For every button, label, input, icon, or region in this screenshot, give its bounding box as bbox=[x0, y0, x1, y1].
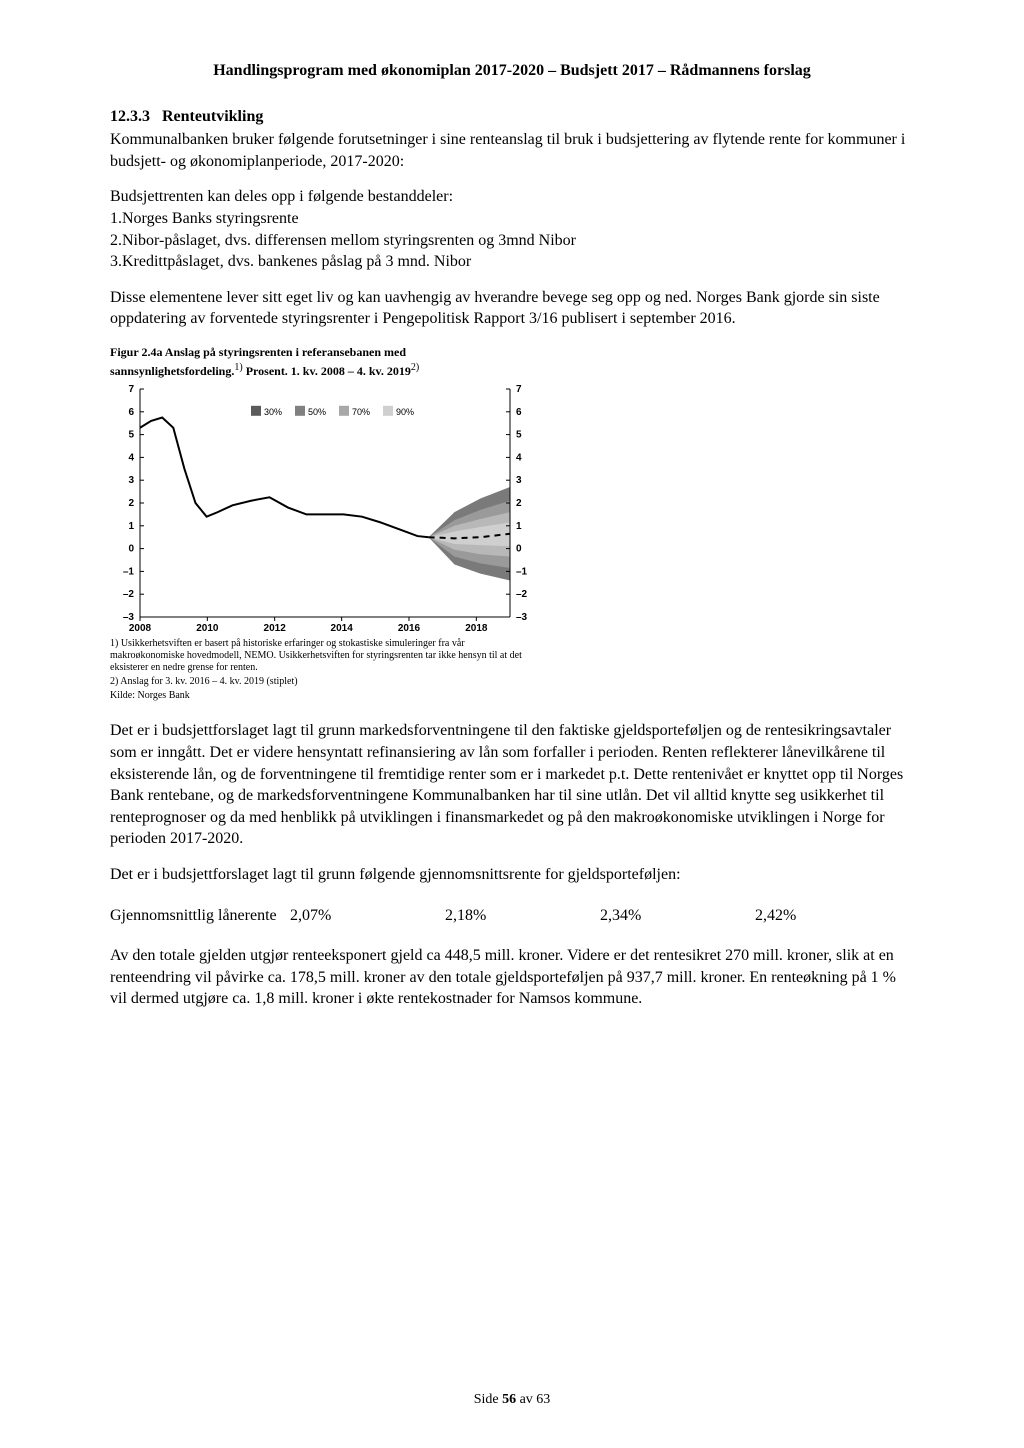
svg-text:–1: –1 bbox=[516, 567, 528, 578]
section-number: 12.3.3 bbox=[110, 108, 150, 125]
svg-text:0: 0 bbox=[516, 544, 522, 555]
svg-text:2018: 2018 bbox=[465, 623, 488, 634]
component-list: Budsjettrenten kan deles opp i følgende … bbox=[110, 186, 914, 272]
svg-text:4: 4 bbox=[128, 453, 134, 464]
section-heading: 12.3.3 Renteutvikling bbox=[110, 106, 914, 128]
table-row: Gjennomsnittlig lånerente 2,07% 2,18% 2,… bbox=[110, 905, 914, 927]
fan-chart-figure: Figur 2.4a Anslag på styringsrenten i re… bbox=[110, 344, 914, 702]
svg-text:2: 2 bbox=[516, 498, 522, 509]
page-footer: Side 56 av 63 bbox=[0, 1391, 1024, 1410]
svg-text:–1: –1 bbox=[123, 567, 135, 578]
chart-footnote-2: 2) Anslag for 3. kv. 2016 – 4. kv. 2019 … bbox=[110, 676, 540, 688]
svg-text:70%: 70% bbox=[352, 407, 370, 417]
svg-text:6: 6 bbox=[128, 407, 134, 418]
paragraph-intro: Kommunalbanken bruker følgende forutsetn… bbox=[110, 129, 914, 172]
svg-text:6: 6 bbox=[516, 407, 522, 418]
chart-sup1: 1) bbox=[234, 362, 242, 373]
section-title: Renteutvikling bbox=[162, 108, 263, 125]
svg-text:0: 0 bbox=[128, 544, 134, 555]
list-item: 3.Kredittpåslaget, dvs. bankenes påslag … bbox=[110, 251, 914, 273]
rate-value: 2,42% bbox=[755, 905, 910, 927]
svg-text:30%: 30% bbox=[264, 407, 282, 417]
svg-text:1: 1 bbox=[516, 521, 522, 532]
chart-title-line2-bold: sannsynlighetsfordeling. bbox=[110, 364, 234, 378]
chart-footnote-3: Kilde: Norges Bank bbox=[110, 690, 540, 702]
list-intro: Budsjettrenten kan deles opp i følgende … bbox=[110, 186, 914, 208]
rate-value: 2,07% bbox=[290, 905, 445, 927]
svg-text:5: 5 bbox=[128, 430, 134, 441]
svg-text:5: 5 bbox=[516, 430, 522, 441]
page-header: Handlingsprogram med økonomiplan 2017-20… bbox=[110, 60, 914, 82]
chart-sup2: 2) bbox=[411, 362, 419, 373]
svg-text:1: 1 bbox=[128, 521, 134, 532]
svg-text:2016: 2016 bbox=[398, 623, 421, 634]
chart-title-line1: Figur 2.4a Anslag på styringsrenten i re… bbox=[110, 344, 914, 360]
svg-text:7: 7 bbox=[516, 384, 522, 395]
svg-text:–2: –2 bbox=[516, 590, 528, 601]
svg-text:50%: 50% bbox=[308, 407, 326, 417]
svg-text:2014: 2014 bbox=[331, 623, 354, 634]
list-item: 1.Norges Banks styringsrente bbox=[110, 208, 914, 230]
chart-footnote-1: 1) Usikkerhetsviften er basert på histor… bbox=[110, 638, 540, 674]
svg-text:2: 2 bbox=[128, 498, 134, 509]
paragraph-table-intro: Det er i budsjettforslaget lagt til grun… bbox=[110, 864, 914, 886]
svg-text:90%: 90% bbox=[396, 407, 414, 417]
svg-text:–3: –3 bbox=[516, 612, 528, 623]
svg-text:3: 3 bbox=[516, 476, 522, 487]
rate-value: 2,18% bbox=[445, 905, 600, 927]
list-item: 2.Nibor-påslaget, dvs. differensen mello… bbox=[110, 230, 914, 252]
chart-title-suffix: Prosent. 1. kv. 2008 – 4. kv. 2019 bbox=[243, 364, 411, 378]
svg-text:–2: –2 bbox=[123, 590, 135, 601]
footer-page: 56 bbox=[502, 1392, 516, 1407]
svg-text:4: 4 bbox=[516, 453, 522, 464]
svg-text:–3: –3 bbox=[123, 612, 135, 623]
rate-value: 2,34% bbox=[600, 905, 755, 927]
rate-table: Gjennomsnittlig lånerente 2,07% 2,18% 2,… bbox=[110, 905, 914, 927]
footer-post: av 63 bbox=[516, 1392, 550, 1407]
paragraph-elements: Disse elementene lever sitt eget liv og … bbox=[110, 287, 914, 330]
svg-text:7: 7 bbox=[128, 384, 134, 395]
paragraph-exposure: Av den totale gjelden utgjør renteekspon… bbox=[110, 945, 914, 1010]
svg-text:2012: 2012 bbox=[264, 623, 287, 634]
svg-text:2010: 2010 bbox=[196, 623, 219, 634]
fan-chart-svg: –3 –3 –2 –2 –1 –1 0 0 1 1 2 2 3 3 4 4 5 5 6 6 7 7 2008 2010 2012… bbox=[110, 381, 540, 636]
svg-text:2008: 2008 bbox=[129, 623, 152, 634]
chart-title-line2: sannsynlighetsfordeling.1) Prosent. 1. k… bbox=[110, 361, 914, 379]
rate-label: Gjennomsnittlig lånerente bbox=[110, 905, 290, 927]
svg-text:3: 3 bbox=[128, 476, 134, 487]
footer-pre: Side bbox=[474, 1392, 502, 1407]
paragraph-assumptions: Det er i budsjettforslaget lagt til grun… bbox=[110, 720, 914, 850]
